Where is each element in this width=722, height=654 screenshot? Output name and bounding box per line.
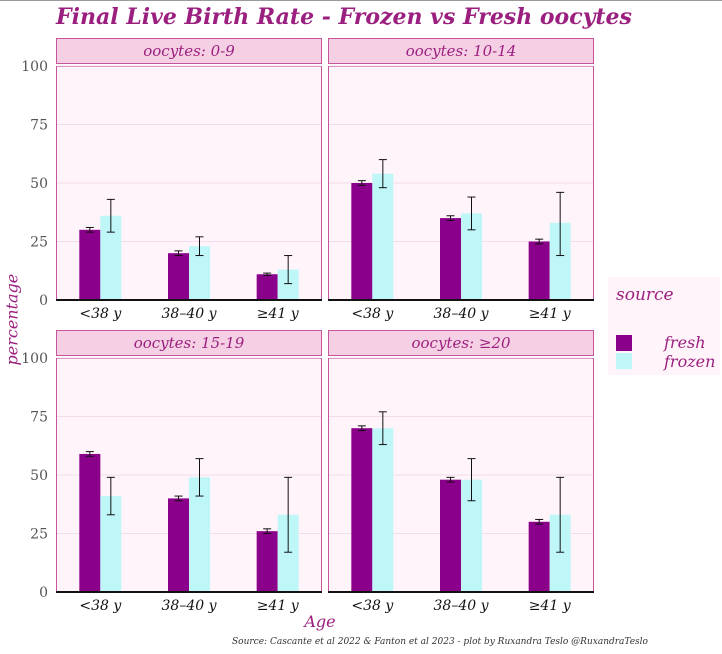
panel-strip-label: oocytes: ≥20	[328, 330, 594, 356]
bar-fresh	[351, 428, 373, 592]
y-tick-label: 0	[39, 293, 48, 309]
x-tick-label: <38 y	[351, 598, 394, 614]
y-tick-label: 100	[21, 59, 48, 75]
bar-fresh	[256, 531, 278, 592]
legend: source fresh frozen	[608, 277, 720, 375]
bar-fresh	[351, 183, 373, 300]
x-tick-label: ≥41 y	[257, 598, 300, 614]
y-tick-label: 25	[30, 527, 48, 543]
y-tick-label: 0	[39, 585, 48, 601]
panel-strip-label: oocytes: 0-9	[56, 38, 322, 64]
bar-frozen	[100, 496, 122, 592]
bar-fresh	[168, 253, 189, 300]
bar-frozen	[372, 428, 394, 592]
y-tick-label: 75	[30, 410, 48, 426]
y-axis-title: percentage	[2, 273, 22, 366]
x-tick-label: 38–40 y	[434, 306, 490, 322]
bar-frozen	[549, 222, 571, 300]
bar-frozen	[372, 173, 394, 300]
y-tick-label: 100	[21, 351, 48, 367]
bar-frozen	[189, 477, 210, 592]
bar-fresh	[256, 274, 278, 300]
y-tick-label: 50	[30, 176, 48, 192]
bar-fresh	[528, 521, 550, 592]
bar-frozen	[549, 514, 571, 592]
bar-fresh	[528, 241, 550, 300]
chart-title: Final Live Birth Rate - Frozen vs Fresh …	[56, 4, 632, 30]
x-tick-label: <38 y	[79, 598, 122, 614]
bar-fresh	[79, 453, 101, 592]
x-tick-label: <38 y	[351, 306, 394, 322]
x-tick-label: 38–40 y	[162, 306, 218, 322]
bar-fresh	[168, 498, 189, 592]
bar-frozen	[461, 213, 482, 300]
x-tick-label: 38–40 y	[434, 598, 490, 614]
x-tick-label: <38 y	[79, 306, 122, 322]
legend-label-frozen: frozen	[664, 352, 716, 371]
bar-fresh	[440, 218, 461, 300]
bar-frozen	[189, 246, 210, 300]
panel-strip-label: oocytes: 15-19	[56, 330, 322, 356]
x-tick-label: ≥41 y	[529, 598, 572, 614]
bar-frozen	[277, 269, 299, 300]
legend-key-fresh	[616, 335, 632, 351]
x-tick-label: ≥41 y	[257, 306, 300, 322]
y-tick-label: 50	[30, 468, 48, 484]
source-caption: Source: Cascante et al 2022 & Fanton et …	[232, 637, 648, 647]
legend-key-frozen	[616, 353, 632, 369]
x-tick-label: 38–40 y	[162, 598, 218, 614]
x-tick-label: ≥41 y	[529, 306, 572, 322]
bar-fresh	[440, 479, 461, 592]
y-tick-label: 75	[30, 118, 48, 134]
bar-frozen	[100, 215, 122, 300]
y-tick-label: 25	[30, 235, 48, 251]
bar-fresh	[79, 229, 101, 300]
legend-title: source	[616, 285, 674, 305]
x-axis-title: Age	[304, 612, 336, 631]
panel-strip-label: oocytes: 10-14	[328, 38, 594, 64]
top-border-line	[0, 0, 722, 1]
bar-frozen	[277, 514, 299, 592]
bar-frozen	[461, 479, 482, 592]
legend-label-fresh: fresh	[664, 333, 706, 352]
